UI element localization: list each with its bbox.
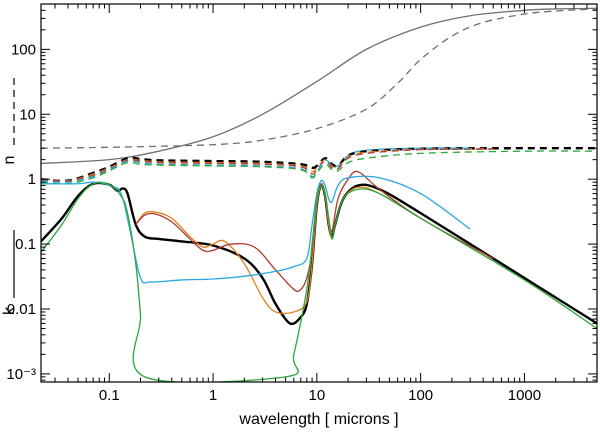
y-axis-title-k: k <box>1 306 18 315</box>
plot-frame <box>40 3 598 383</box>
y-axis-legend: n k <box>1 78 18 315</box>
x-axis-title: wavelength [ microns ] <box>238 411 398 428</box>
series-line-black-n <box>41 146 597 183</box>
x-tick-label: 1000 <box>508 387 541 404</box>
ticks-layer <box>41 3 598 382</box>
series-line-blue-n <box>41 147 471 183</box>
y-tick-label: 10 <box>19 106 36 123</box>
y-tick-label: 1 <box>28 171 36 188</box>
y-tick-label: 0.01 <box>7 301 36 318</box>
series-line-blue-k <box>41 175 471 284</box>
series-layer <box>41 7 597 382</box>
y-tick-label: 0.1 <box>15 236 36 253</box>
series-line-red-n <box>41 148 494 182</box>
series-line-grey-k <box>41 7 597 165</box>
series-line-grey-n <box>41 8 597 149</box>
x-tick-label: 100 <box>408 387 433 404</box>
y-tick-label: 10⁻³ <box>6 366 36 383</box>
y-tick-label: 100 <box>11 41 36 58</box>
series-line-green-k <box>41 181 597 382</box>
x-tick-label: 0.1 <box>99 387 120 404</box>
x-tick-label: 10 <box>309 387 326 404</box>
series-line-orange-n <box>41 148 494 182</box>
series-line-green-n <box>41 150 597 185</box>
x-tick-label: 1 <box>209 387 217 404</box>
y-axis-title-n: n <box>1 156 18 165</box>
labels-layer: 0.1 1 10 100 1000 10⁻³ 0.01 0.1 1 10 100 <box>6 41 541 404</box>
